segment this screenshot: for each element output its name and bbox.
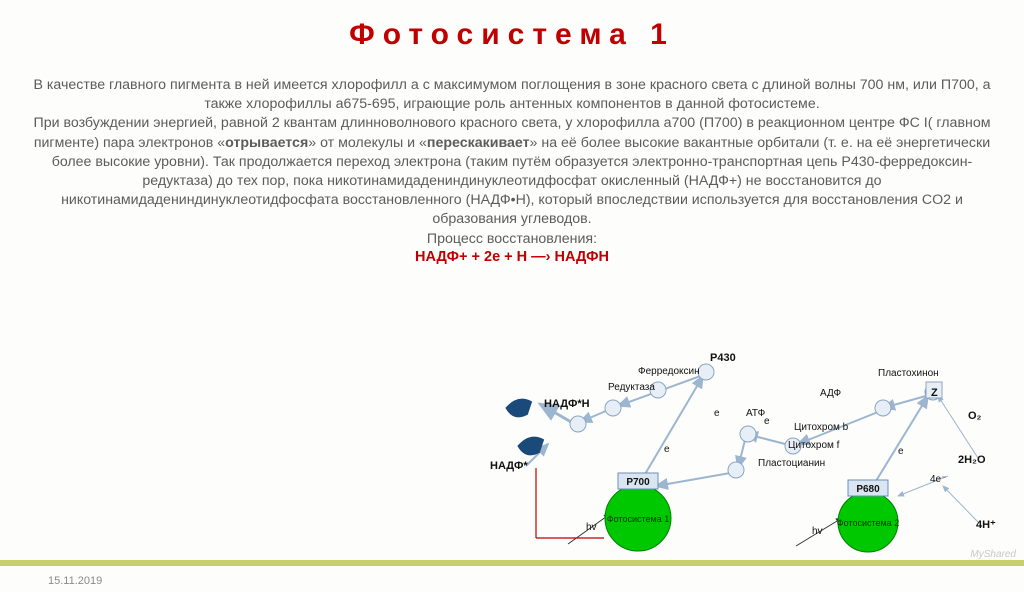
svg-text:Фотосистема 2: Фотосистема 2 [837,518,899,528]
svg-text:P700: P700 [626,477,650,488]
diagram-label: e [764,416,770,427]
photosystem-diagram: P700 Фотосистема 1 P680 Фотосистема 2 P430 Ф… [488,346,1008,556]
diagram-label: Редуктаза [608,382,655,393]
diagram-label: hv [812,526,823,537]
diagram-label: 4H⁺ [976,518,996,531]
watermark: MyShared [970,549,1016,560]
diagram-label: hv [586,522,597,533]
diagram-label: 2H₂O [958,454,986,466]
diagram-label: Z [931,387,938,399]
diagram-label: 4e⁻ [930,474,946,485]
diagram-label: АТФ [746,408,765,419]
diagram-label: e [898,446,904,457]
diagram-label: e [714,408,720,419]
reduction-equation: НАДФ+ + 2e + H —› НАДФН [0,249,1024,265]
page-title: Фотосистема 1 [0,18,1024,52]
diagram-label: Ферредоксин [638,366,700,377]
svg-text:P680: P680 [856,484,880,495]
footer-date: 15.11.2019 [48,575,102,587]
diagram-label: АДФ [820,388,841,399]
diagram-label: НАДФ*Н [544,398,590,410]
diagram-label: НАДФ* [490,460,528,472]
footer-accent-bar [0,560,1024,566]
diagram-label: Цитохром f [788,440,839,451]
body-paragraph: В качестве главного пигмента в ней имеет… [0,76,1024,229]
diagram-label: Пластоцианин [758,458,825,469]
diagram-label: P430 [710,352,736,364]
diagram-label: Пластохинон [878,368,939,379]
diagram-label: Цитохром b [794,422,848,433]
svg-text:Фотосистема 1: Фотосистема 1 [607,514,669,524]
reduction-label: Процесс восстановления: [0,231,1024,247]
diagram-label: e [664,444,670,455]
diagram-label: O₂ [968,410,981,422]
